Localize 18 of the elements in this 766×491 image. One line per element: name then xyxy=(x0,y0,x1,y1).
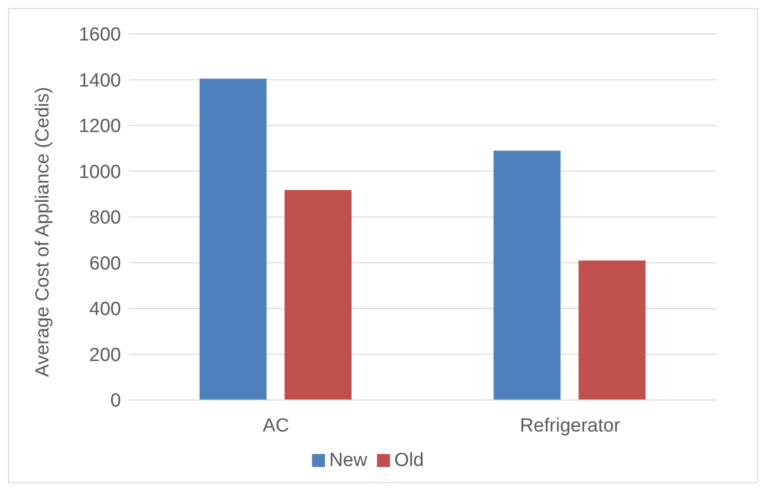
y-tick-label: 600 xyxy=(89,253,121,274)
y-tick-label: 1600 xyxy=(78,24,121,46)
y-tick-label: 1000 xyxy=(78,162,121,183)
y-tick-label: 1200 xyxy=(78,116,121,138)
y-tick-label: 0 xyxy=(110,390,121,412)
legend-label: New xyxy=(329,450,368,471)
x-tick-label: Refrigerator xyxy=(520,415,621,436)
bar xyxy=(284,190,352,400)
legend-label: Old xyxy=(394,450,424,471)
y-tick-label: 400 xyxy=(89,299,121,320)
bar xyxy=(578,260,646,400)
y-axis-title: Average Cost of Appliance (Cedis) xyxy=(32,86,54,377)
y-tick-label: 1400 xyxy=(78,70,121,92)
y-tick-label: 200 xyxy=(89,344,121,366)
bar xyxy=(200,78,267,400)
x-tick-label: AC xyxy=(262,415,290,436)
y-tick-label: 800 xyxy=(89,208,121,229)
bar xyxy=(494,150,561,400)
